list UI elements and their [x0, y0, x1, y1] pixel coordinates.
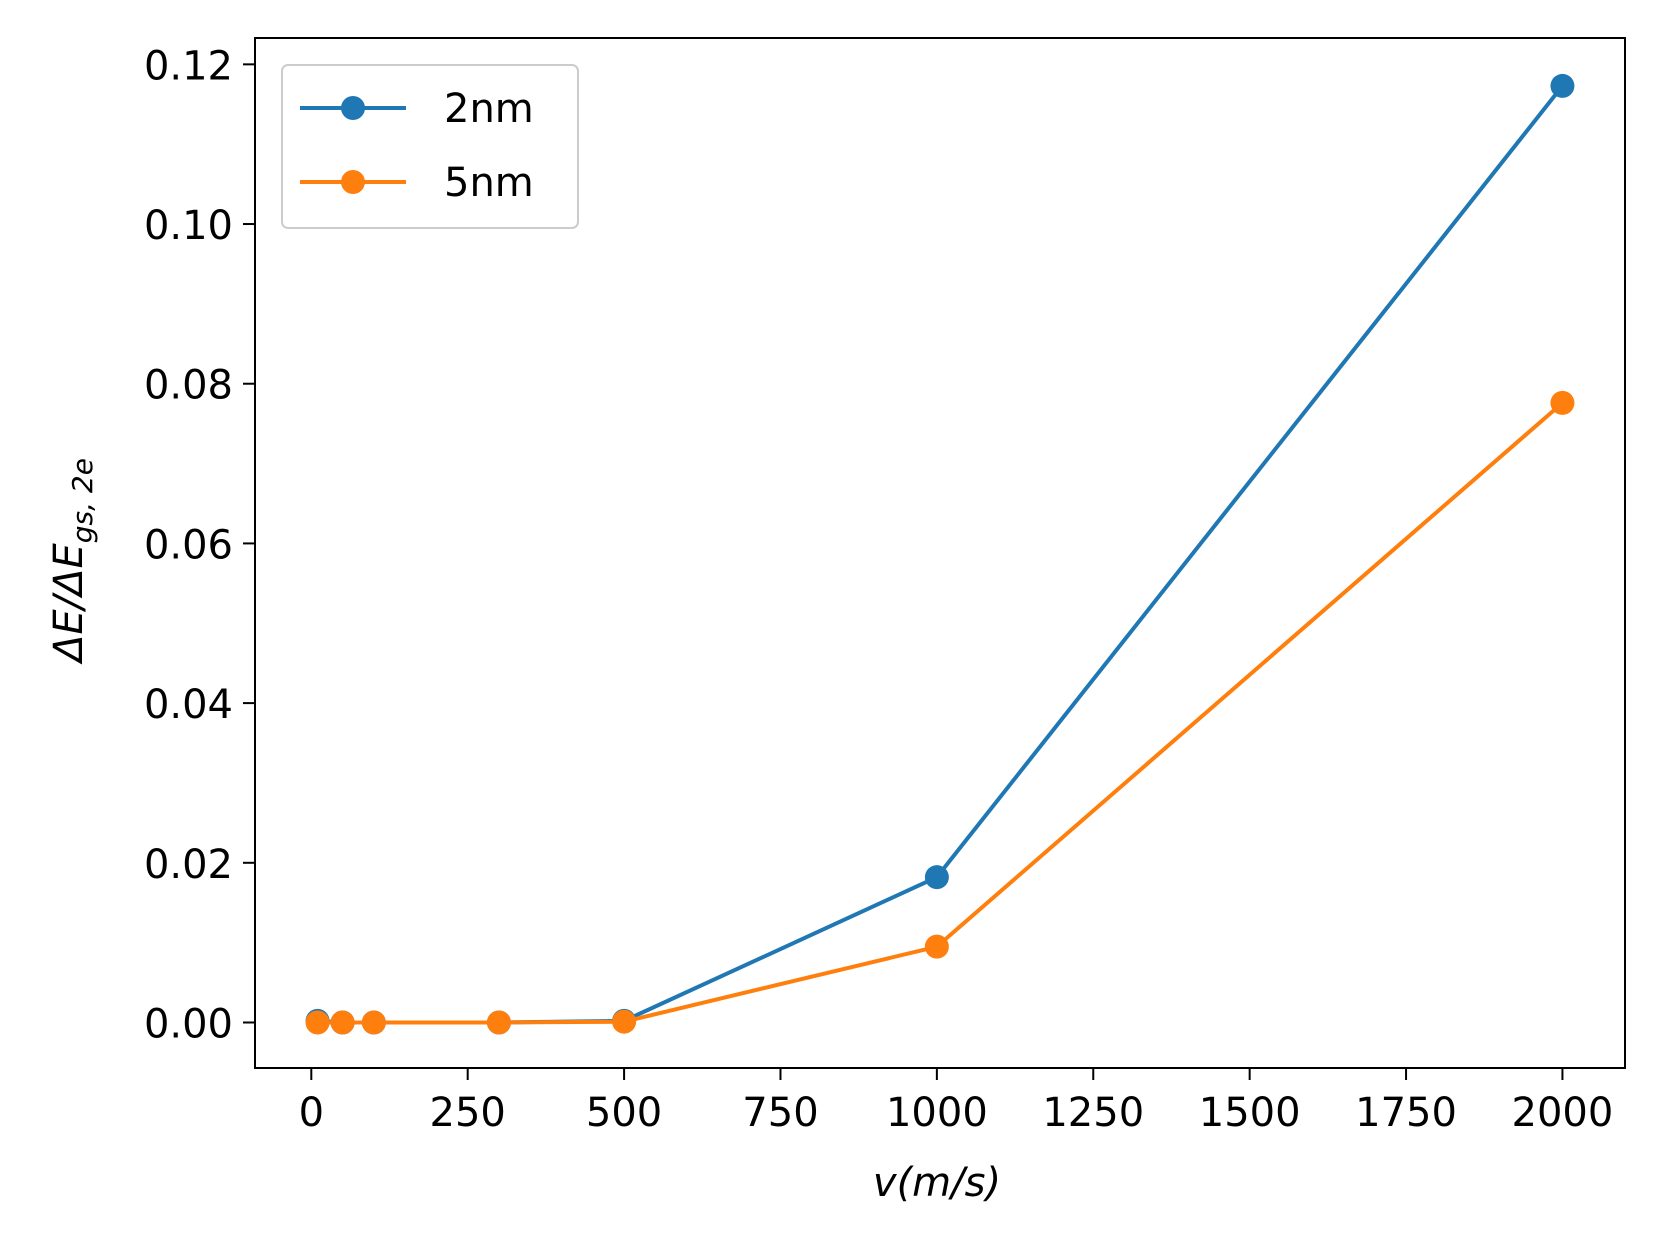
y-tick-label: 0.00	[144, 1001, 233, 1047]
data-point-5nm	[486, 1010, 511, 1035]
axes: 0 250 500 750 1000 1250 1500 1750 2000 0.00 0.02 0.…	[144, 43, 1613, 1136]
y-tick-label: 0.12	[144, 43, 233, 89]
data-point-5nm	[361, 1010, 386, 1035]
legend-entry-1: 2nm	[300, 86, 534, 132]
legend-marker-1	[341, 96, 365, 120]
data-point-5nm	[330, 1010, 355, 1035]
data-point-5nm	[305, 1010, 330, 1035]
y-axis-label: ΔE/ΔEgs, 2e	[46, 458, 99, 665]
plot-area	[305, 73, 1575, 1035]
x-tick-label: 1000	[886, 1090, 988, 1136]
x-tick-label: 500	[586, 1090, 662, 1136]
plot-frame	[254, 37, 1626, 1069]
data-point-5nm	[612, 1009, 637, 1034]
y-tick-label: 0.06	[144, 522, 233, 568]
legend-entry-2: 5nm	[300, 160, 534, 206]
legend-label-2: 5nm	[444, 160, 534, 206]
y-tick-label: 0.04	[144, 682, 233, 728]
data-point-5nm	[924, 934, 949, 959]
y-axis-label-subscript: gs, 2e	[66, 458, 99, 543]
x-tick-label: 1750	[1355, 1090, 1457, 1136]
legend-label-1: 2nm	[444, 86, 534, 132]
y-tick-label: 0.02	[144, 842, 233, 888]
y-axis-label-main: ΔE/ΔE	[46, 543, 92, 665]
x-tick-label: 1500	[1199, 1090, 1301, 1136]
data-point-2nm	[1550, 73, 1575, 98]
legend-marker-2	[341, 170, 365, 194]
data-point-2nm	[924, 865, 949, 890]
data-point-5nm	[1550, 390, 1575, 415]
x-axis-label: v(m/s)	[873, 1160, 1001, 1206]
x-tick-label: 750	[742, 1090, 818, 1136]
series-line-5nm	[317, 401, 1564, 1025]
y-tick-label: 0.10	[144, 203, 233, 249]
y-tick-label: 0.08	[144, 363, 233, 409]
x-tick-label: 2000	[1512, 1090, 1614, 1136]
x-tick-label: 250	[430, 1090, 506, 1136]
x-tick-label: 1250	[1042, 1090, 1144, 1136]
legend: 2nm 5nm	[281, 64, 579, 229]
x-tick-label: 0	[299, 1090, 324, 1136]
